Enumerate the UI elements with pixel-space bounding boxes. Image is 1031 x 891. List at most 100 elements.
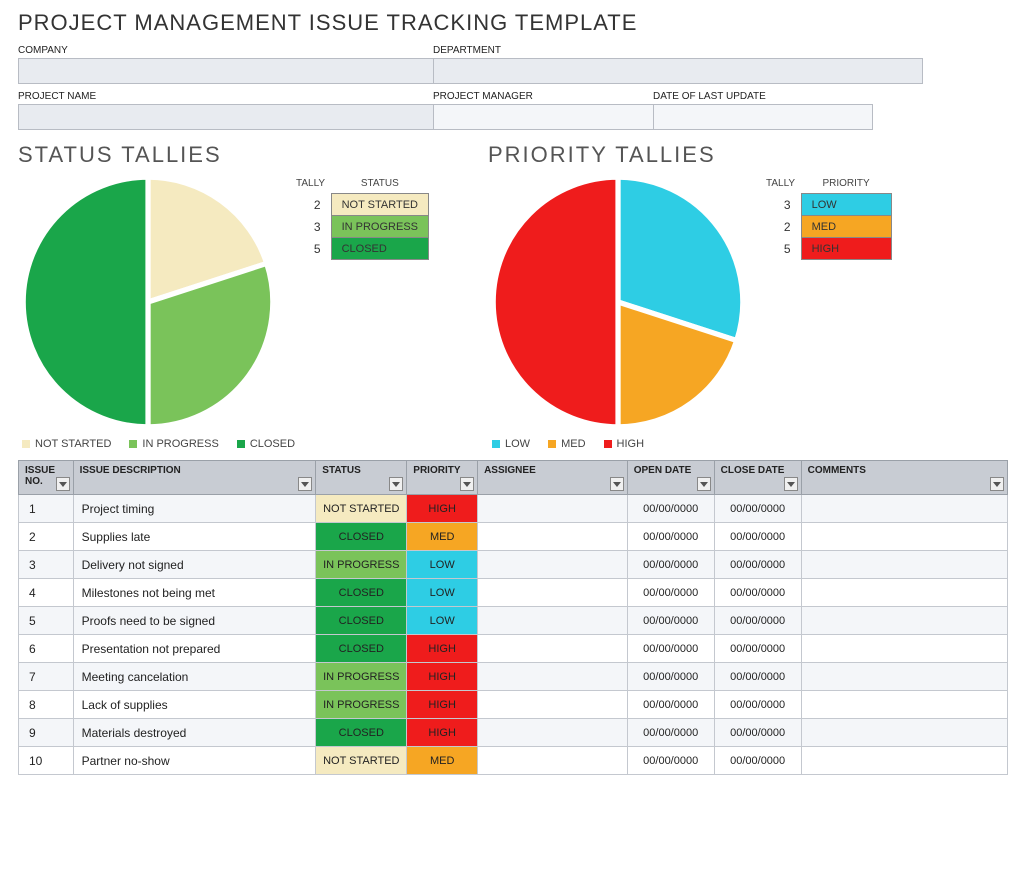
cell-close-date[interactable]: 00/00/0000 — [714, 579, 801, 607]
cell-issue-no[interactable]: 3 — [19, 551, 74, 579]
cell-assignee[interactable] — [478, 495, 628, 523]
cell-close-date[interactable]: 00/00/0000 — [714, 663, 801, 691]
cell-assignee[interactable] — [478, 523, 628, 551]
cell-assignee[interactable] — [478, 719, 628, 747]
column-header-close[interactable]: CLOSE DATE — [714, 461, 801, 495]
meta-input[interactable] — [433, 58, 923, 84]
cell-comments[interactable] — [801, 719, 1007, 747]
cell-open-date[interactable]: 00/00/0000 — [627, 579, 714, 607]
cell-assignee[interactable] — [478, 551, 628, 579]
cell-assignee[interactable] — [478, 635, 628, 663]
cell-open-date[interactable]: 00/00/0000 — [627, 635, 714, 663]
cell-open-date[interactable]: 00/00/0000 — [627, 719, 714, 747]
cell-comments[interactable] — [801, 579, 1007, 607]
cell-assignee[interactable] — [478, 607, 628, 635]
cell-close-date[interactable]: 00/00/0000 — [714, 523, 801, 551]
cell-description[interactable]: Lack of supplies — [73, 691, 316, 719]
cell-issue-no[interactable]: 1 — [19, 495, 74, 523]
cell-priority[interactable]: MED — [407, 523, 478, 551]
cell-open-date[interactable]: 00/00/0000 — [627, 747, 714, 775]
cell-comments[interactable] — [801, 747, 1007, 775]
cell-issue-no[interactable]: 10 — [19, 747, 74, 775]
cell-description[interactable]: Delivery not signed — [73, 551, 316, 579]
cell-description[interactable]: Milestones not being met — [73, 579, 316, 607]
cell-close-date[interactable]: 00/00/0000 — [714, 495, 801, 523]
cell-open-date[interactable]: 00/00/0000 — [627, 663, 714, 691]
cell-status[interactable]: NOT STARTED — [316, 747, 407, 775]
cell-open-date[interactable]: 00/00/0000 — [627, 523, 714, 551]
cell-close-date[interactable]: 00/00/0000 — [714, 719, 801, 747]
cell-description[interactable]: Meeting cancelation — [73, 663, 316, 691]
cell-assignee[interactable] — [478, 579, 628, 607]
cell-priority[interactable]: HIGH — [407, 495, 478, 523]
filter-dropdown-icon[interactable] — [389, 477, 403, 491]
cell-status[interactable]: CLOSED — [316, 635, 407, 663]
column-header-desc[interactable]: ISSUE DESCRIPTION — [73, 461, 316, 495]
meta-input[interactable] — [653, 104, 873, 130]
cell-assignee[interactable] — [478, 747, 628, 775]
filter-dropdown-icon[interactable] — [697, 477, 711, 491]
filter-dropdown-icon[interactable] — [610, 477, 624, 491]
cell-issue-no[interactable]: 2 — [19, 523, 74, 551]
meta-input[interactable] — [18, 58, 433, 84]
column-header-status[interactable]: STATUS — [316, 461, 407, 495]
cell-comments[interactable] — [801, 607, 1007, 635]
meta-input[interactable] — [18, 104, 433, 130]
cell-close-date[interactable]: 00/00/0000 — [714, 747, 801, 775]
cell-comments[interactable] — [801, 663, 1007, 691]
cell-assignee[interactable] — [478, 691, 628, 719]
cell-comments[interactable] — [801, 691, 1007, 719]
cell-comments[interactable] — [801, 551, 1007, 579]
cell-status[interactable]: CLOSED — [316, 523, 407, 551]
cell-comments[interactable] — [801, 495, 1007, 523]
cell-open-date[interactable]: 00/00/0000 — [627, 691, 714, 719]
cell-assignee[interactable] — [478, 663, 628, 691]
cell-close-date[interactable]: 00/00/0000 — [714, 635, 801, 663]
cell-issue-no[interactable]: 6 — [19, 635, 74, 663]
column-header-comments[interactable]: COMMENTS — [801, 461, 1007, 495]
cell-comments[interactable] — [801, 523, 1007, 551]
cell-status[interactable]: CLOSED — [316, 607, 407, 635]
filter-dropdown-icon[interactable] — [460, 477, 474, 491]
cell-open-date[interactable]: 00/00/0000 — [627, 551, 714, 579]
cell-description[interactable]: Proofs need to be signed — [73, 607, 316, 635]
cell-description[interactable]: Project timing — [73, 495, 316, 523]
cell-status[interactable]: CLOSED — [316, 579, 407, 607]
cell-close-date[interactable]: 00/00/0000 — [714, 551, 801, 579]
cell-issue-no[interactable]: 9 — [19, 719, 74, 747]
column-header-priority[interactable]: PRIORITY — [407, 461, 478, 495]
cell-issue-no[interactable]: 8 — [19, 691, 74, 719]
cell-description[interactable]: Presentation not prepared — [73, 635, 316, 663]
filter-dropdown-icon[interactable] — [298, 477, 312, 491]
cell-issue-no[interactable]: 4 — [19, 579, 74, 607]
cell-description[interactable]: Partner no-show — [73, 747, 316, 775]
cell-status[interactable]: IN PROGRESS — [316, 663, 407, 691]
cell-issue-no[interactable]: 7 — [19, 663, 74, 691]
cell-issue-no[interactable]: 5 — [19, 607, 74, 635]
cell-priority[interactable]: LOW — [407, 607, 478, 635]
cell-priority[interactable]: LOW — [407, 579, 478, 607]
column-header-open[interactable]: OPEN DATE — [627, 461, 714, 495]
cell-status[interactable]: NOT STARTED — [316, 495, 407, 523]
meta-input[interactable] — [433, 104, 653, 130]
cell-status[interactable]: IN PROGRESS — [316, 551, 407, 579]
cell-priority[interactable]: HIGH — [407, 663, 478, 691]
filter-dropdown-icon[interactable] — [784, 477, 798, 491]
column-header-assignee[interactable]: ASSIGNEE — [478, 461, 628, 495]
cell-open-date[interactable]: 00/00/0000 — [627, 607, 714, 635]
cell-close-date[interactable]: 00/00/0000 — [714, 691, 801, 719]
filter-dropdown-icon[interactable] — [990, 477, 1004, 491]
cell-open-date[interactable]: 00/00/0000 — [627, 495, 714, 523]
cell-status[interactable]: IN PROGRESS — [316, 691, 407, 719]
cell-priority[interactable]: MED — [407, 747, 478, 775]
cell-priority[interactable]: HIGH — [407, 691, 478, 719]
cell-description[interactable]: Supplies late — [73, 523, 316, 551]
cell-priority[interactable]: HIGH — [407, 719, 478, 747]
cell-description[interactable]: Materials destroyed — [73, 719, 316, 747]
cell-priority[interactable]: LOW — [407, 551, 478, 579]
filter-dropdown-icon[interactable] — [56, 477, 70, 491]
cell-priority[interactable]: HIGH — [407, 635, 478, 663]
column-header-no[interactable]: ISSUE NO. — [19, 461, 74, 495]
cell-close-date[interactable]: 00/00/0000 — [714, 607, 801, 635]
cell-comments[interactable] — [801, 635, 1007, 663]
